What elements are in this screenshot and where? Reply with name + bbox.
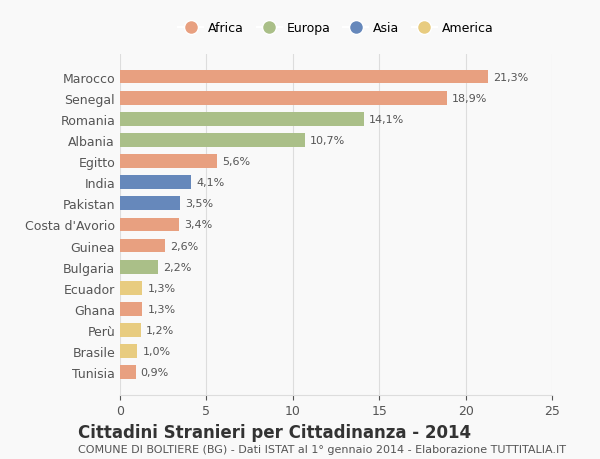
Text: 1,3%: 1,3% (148, 304, 176, 314)
Bar (120, 134, 305, 147)
Text: 3,4%: 3,4% (184, 220, 212, 230)
Bar (120, 155, 217, 168)
Text: 2,2%: 2,2% (163, 262, 191, 272)
Text: 10,7%: 10,7% (310, 135, 346, 146)
Bar (120, 218, 179, 232)
Text: 5,6%: 5,6% (222, 157, 250, 167)
Bar (120, 345, 137, 358)
Bar (120, 302, 142, 316)
Legend: Africa, Europa, Asia, America: Africa, Europa, Asia, America (173, 17, 499, 40)
Text: COMUNE DI BOLTIERE (BG) - Dati ISTAT al 1° gennaio 2014 - Elaborazione TUTTITALI: COMUNE DI BOLTIERE (BG) - Dati ISTAT al … (78, 444, 566, 454)
Text: 1,3%: 1,3% (148, 283, 176, 293)
Text: 14,1%: 14,1% (369, 115, 404, 124)
Bar (120, 239, 165, 253)
Text: 1,2%: 1,2% (146, 325, 174, 335)
Text: 4,1%: 4,1% (196, 178, 224, 188)
Text: 2,6%: 2,6% (170, 241, 199, 251)
Bar (120, 260, 158, 274)
Bar (120, 324, 141, 337)
Text: 18,9%: 18,9% (452, 94, 487, 103)
Text: 0,9%: 0,9% (141, 368, 169, 377)
Bar (120, 281, 142, 295)
Bar (120, 92, 446, 105)
Bar (120, 112, 364, 126)
Bar (120, 366, 136, 379)
Bar (120, 197, 181, 211)
Text: 1,0%: 1,0% (142, 347, 170, 356)
Bar (120, 71, 488, 84)
Text: 21,3%: 21,3% (493, 73, 529, 82)
Bar (120, 176, 191, 190)
Text: Cittadini Stranieri per Cittadinanza - 2014: Cittadini Stranieri per Cittadinanza - 2… (78, 423, 471, 441)
Text: 3,5%: 3,5% (185, 199, 214, 209)
